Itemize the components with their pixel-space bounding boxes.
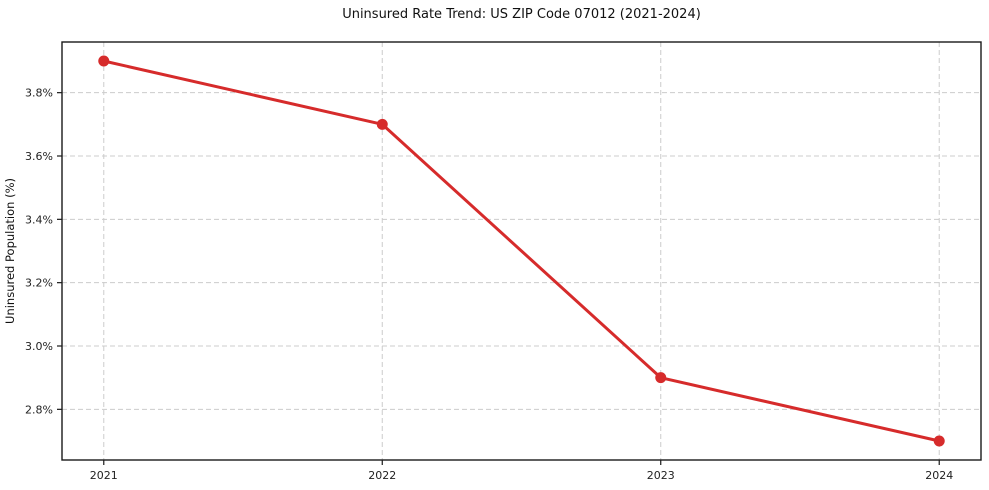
y-axis-label: Uninsured Population (%) bbox=[3, 178, 17, 324]
axis-layer: 2.8% 3.0% 3.2% 3.4% 3.6% 3.8% 2021 2022 2023 2024 bbox=[25, 41, 982, 482]
trend-line bbox=[102, 59, 941, 443]
data-point-marker bbox=[98, 55, 110, 67]
x-tick-label: 2023 bbox=[647, 469, 675, 482]
x-tick-label: 2022 bbox=[368, 469, 396, 482]
x-tick-label: 2024 bbox=[925, 469, 953, 482]
y-tick-label: 2.8% bbox=[25, 403, 53, 416]
series-layer bbox=[98, 55, 945, 447]
axes-border bbox=[61, 41, 982, 461]
x-tick-label: 2021 bbox=[90, 469, 118, 482]
y-tick-label: 3.2% bbox=[25, 277, 53, 290]
y-tick-label: 3.8% bbox=[25, 87, 53, 100]
y-tick-label: 3.6% bbox=[25, 150, 53, 163]
data-point-marker bbox=[933, 435, 945, 447]
y-tick-label: 3.0% bbox=[25, 340, 53, 353]
y-tick-label: 3.4% bbox=[25, 213, 53, 226]
chart-title: Uninsured Rate Trend: US ZIP Code 07012 … bbox=[342, 7, 701, 22]
data-point-marker bbox=[655, 372, 667, 384]
data-point-marker bbox=[376, 118, 388, 130]
